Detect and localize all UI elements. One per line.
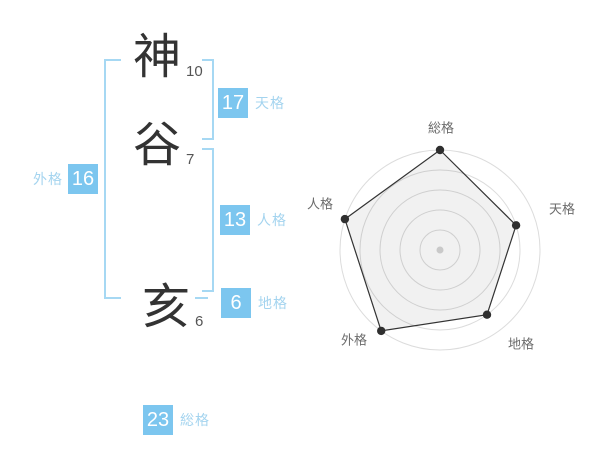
radar-center-dot — [436, 246, 444, 254]
chikaku-value-badge: 6 — [221, 288, 251, 318]
radar-data-point — [511, 221, 521, 230]
radar-grid-ring — [399, 209, 481, 291]
jinkaku-label: 人格 — [257, 212, 287, 228]
radar-axis-label: 総格 — [428, 120, 454, 135]
stroke-count: 7 — [186, 151, 195, 168]
name-char-row: 神 10 — [133, 34, 203, 82]
radar-axis-label: 人格 — [307, 196, 333, 211]
radar-grid-ring — [379, 189, 501, 311]
chikaku-group: 6 地格 — [221, 288, 288, 318]
radar-grid-ring — [359, 169, 521, 331]
jinkaku-group: 13 人格 — [220, 205, 287, 235]
tenkaku-group: 17 天格 — [218, 88, 285, 118]
tenkaku-bracket — [202, 59, 214, 140]
stroke-count: 10 — [186, 63, 203, 80]
jinkaku-value-badge: 13 — [220, 205, 250, 235]
name-character: 谷 — [133, 119, 182, 172]
gaikaku-group: 外格 16 — [33, 164, 98, 194]
radar-data-point — [435, 145, 445, 155]
name-char-row: 谷 7 — [133, 122, 194, 170]
soukaku-label: 総格 — [180, 412, 210, 428]
jinkaku-bracket — [202, 148, 214, 292]
tenkaku-value-badge: 17 — [218, 88, 248, 118]
tenkaku-label: 天格 — [255, 95, 285, 111]
radar-data-point — [377, 326, 386, 336]
radar-data-polygon — [344, 149, 517, 332]
radar-axis-label: 地格 — [508, 336, 534, 351]
name-character: 亥 — [142, 281, 191, 334]
radar-data-point — [340, 214, 350, 224]
name-char-row: 亥 6 — [142, 284, 203, 332]
radar-axis-label: 外格 — [341, 332, 367, 347]
chikaku-dash — [195, 297, 208, 299]
stroke-count: 6 — [195, 313, 204, 330]
name-character: 神 — [133, 31, 182, 84]
soukaku-group: 23 総格 — [143, 405, 210, 435]
chikaku-label: 地格 — [258, 295, 288, 311]
gaikaku-bracket — [104, 59, 121, 299]
gaikaku-label: 外格 — [33, 171, 63, 187]
soukaku-value-badge: 23 — [143, 405, 173, 435]
gaikaku-value-badge: 16 — [68, 164, 98, 194]
radar-grid-ring — [419, 229, 461, 271]
radar-axis-label: 天格 — [549, 201, 575, 216]
radar-data-point — [482, 310, 492, 319]
